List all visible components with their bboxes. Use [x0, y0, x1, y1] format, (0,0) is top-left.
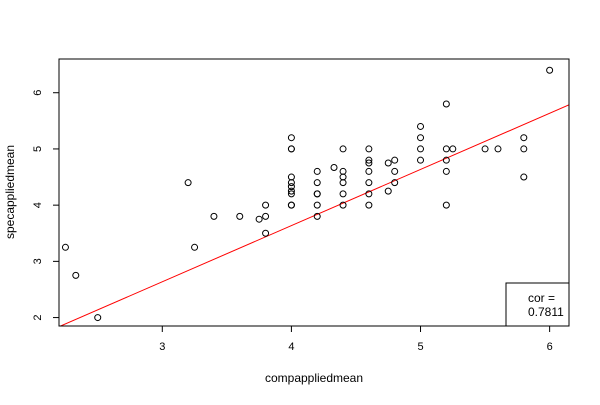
- data-point: [365, 159, 373, 167]
- data-point: [262, 212, 270, 220]
- data-point: [287, 134, 295, 142]
- data-point: [184, 179, 192, 187]
- x-tick-label: 5: [417, 341, 423, 353]
- data-point: [339, 201, 347, 209]
- data-point: [365, 201, 373, 209]
- data-point: [442, 201, 450, 209]
- data-point: [262, 201, 270, 209]
- x-tick-label: 3: [159, 341, 165, 353]
- data-point: [365, 190, 373, 198]
- data-point: [72, 271, 80, 279]
- data-point: [417, 156, 425, 164]
- x-axis-title: compappliedmean: [265, 371, 363, 385]
- data-point: [391, 179, 399, 187]
- data-point: [365, 179, 373, 187]
- y-tick-label: 2: [32, 315, 44, 321]
- data-point: [365, 156, 373, 164]
- legend-line-2: 0.7811: [528, 305, 564, 319]
- legend-box: [505, 282, 570, 327]
- x-tick-label: 6: [547, 341, 553, 353]
- data-point: [61, 243, 69, 251]
- data-point: [262, 229, 270, 237]
- data-point: [287, 173, 295, 181]
- data-points: [61, 66, 554, 322]
- data-point: [442, 156, 450, 164]
- plot-frame: [58, 58, 570, 327]
- data-point: [417, 122, 425, 130]
- data-point: [313, 179, 321, 187]
- y-tick-label: 4: [32, 202, 44, 208]
- data-point: [236, 212, 244, 220]
- data-point: [313, 201, 321, 209]
- data-point: [417, 145, 425, 153]
- data-point: [520, 173, 528, 181]
- data-point: [442, 145, 450, 153]
- data-point: [339, 167, 347, 175]
- data-point: [494, 145, 502, 153]
- data-point: [442, 100, 450, 108]
- y-axis-title: specappliedmean: [3, 145, 17, 239]
- data-point: [391, 167, 399, 175]
- y-tick-label: 6: [32, 90, 44, 96]
- legend-line-1: cor =: [528, 291, 555, 305]
- data-point: [339, 173, 347, 181]
- data-point: [287, 179, 295, 187]
- data-point: [313, 167, 321, 175]
- data-point: [339, 190, 347, 198]
- data-point: [287, 183, 295, 191]
- y-axis: 2 3 4 5 6: [32, 90, 59, 321]
- data-point: [255, 215, 263, 223]
- data-point: [287, 190, 295, 198]
- data-point: [287, 145, 295, 153]
- data-point: [330, 163, 338, 171]
- data-point: [442, 167, 450, 175]
- y-tick-label: 5: [32, 146, 44, 152]
- data-point: [313, 190, 321, 198]
- data-point: [365, 145, 373, 153]
- legend: cor = 0.7811: [505, 282, 570, 327]
- data-point: [546, 66, 554, 74]
- data-point: [210, 212, 218, 220]
- data-point: [481, 145, 489, 153]
- x-tick-label: 4: [288, 341, 294, 353]
- y-tick-label: 3: [32, 258, 44, 264]
- data-point: [313, 212, 321, 220]
- data-point: [520, 134, 528, 142]
- data-point: [391, 156, 399, 164]
- x-axis: 3 4 5 6: [159, 326, 553, 353]
- data-point: [449, 145, 457, 153]
- data-point: [417, 134, 425, 142]
- data-point: [287, 187, 295, 195]
- data-point: [384, 159, 392, 167]
- data-point: [94, 314, 102, 322]
- data-point: [339, 145, 347, 153]
- data-point: [339, 179, 347, 187]
- data-point: [287, 201, 295, 209]
- data-point: [520, 145, 528, 153]
- data-point: [191, 243, 199, 251]
- data-point: [365, 167, 373, 175]
- data-point: [384, 187, 392, 195]
